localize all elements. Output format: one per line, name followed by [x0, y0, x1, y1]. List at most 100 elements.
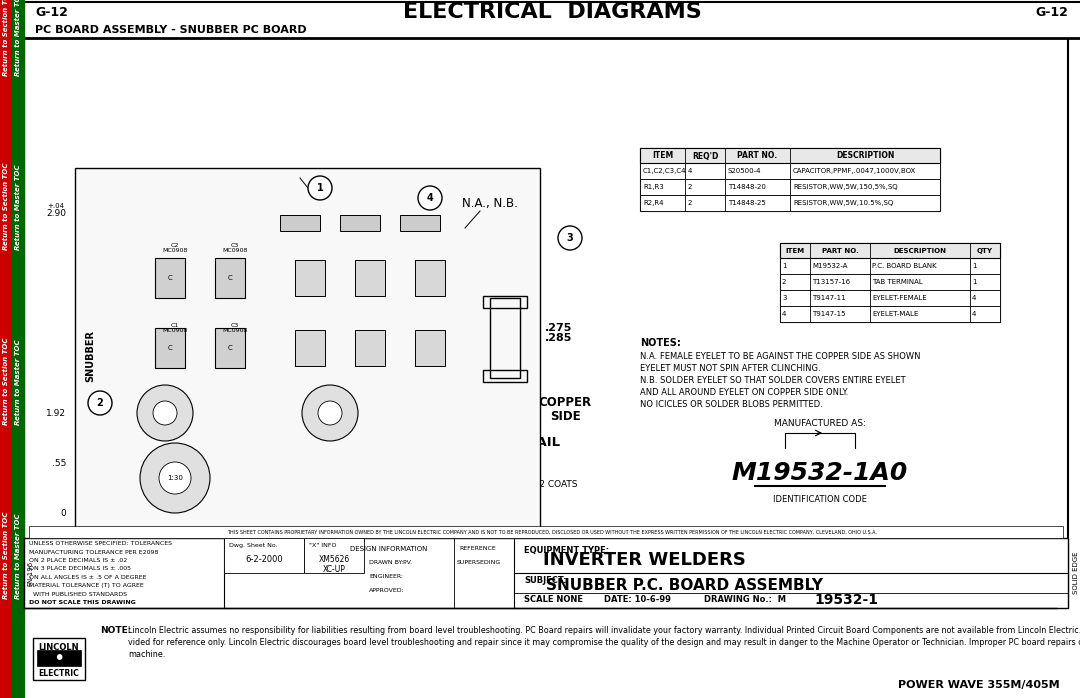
Text: T9147-15: T9147-15: [812, 311, 846, 317]
Text: CRIMP: CRIMP: [422, 396, 468, 410]
Bar: [400, 215, 440, 231]
Text: MATERIAL TOLERANCE (T) TO AGREE: MATERIAL TOLERANCE (T) TO AGREE: [29, 584, 144, 588]
Text: 2: 2: [782, 279, 786, 285]
Text: DESCRIPTION: DESCRIPTION: [893, 248, 946, 254]
Bar: [780, 290, 1000, 306]
Text: 4: 4: [427, 193, 433, 203]
Circle shape: [87, 391, 112, 415]
Text: 2: 2: [688, 200, 692, 206]
Bar: [215, 258, 245, 298]
Text: C: C: [167, 345, 173, 351]
Text: 1: 1: [316, 183, 323, 193]
Text: LINCOLN: LINCOLN: [39, 642, 79, 651]
Text: QTY: QTY: [977, 248, 993, 254]
Text: T9147-11: T9147-11: [812, 295, 846, 301]
Bar: [640, 163, 940, 179]
Text: ENCAPSULATE WITH E1844, 2 COATS: ENCAPSULATE WITH E1844, 2 COATS: [413, 480, 578, 489]
Text: APPROVED:: APPROVED:: [369, 588, 405, 593]
Text: RESISTOR,WW,5W,10.5%,SQ: RESISTOR,WW,5W,10.5%,SQ: [793, 200, 893, 206]
Circle shape: [153, 401, 177, 425]
Bar: [0, 608, 1080, 698]
Text: REQ'D: REQ'D: [692, 151, 718, 161]
Text: .275: .275: [545, 323, 572, 333]
Text: DO NOT SCALE THIS DRAWING: DO NOT SCALE THIS DRAWING: [29, 600, 136, 605]
Text: XC-UP: XC-UP: [323, 565, 346, 574]
Circle shape: [159, 462, 191, 494]
Text: 19532-1: 19532-1: [814, 593, 878, 607]
Text: G-12: G-12: [1035, 6, 1068, 19]
Text: M19532-A: M19532-A: [812, 263, 848, 269]
Bar: [280, 215, 320, 231]
Text: 0: 0: [60, 509, 66, 517]
Text: HEIGHT: HEIGHT: [419, 410, 471, 422]
Text: WITH PUBLISHED STANDARDS: WITH PUBLISHED STANDARDS: [29, 592, 127, 597]
Bar: [156, 328, 185, 368]
Text: EYELET-MALE: EYELET-MALE: [872, 311, 918, 317]
Text: N.A., N.B.: N.A., N.B.: [462, 197, 518, 209]
Text: P.V.: P.V.: [402, 560, 413, 565]
Text: Dwg. Sheet No.: Dwg. Sheet No.: [229, 543, 278, 548]
Text: DESIGN INFORMATION: DESIGN INFORMATION: [350, 546, 428, 552]
Bar: [224, 538, 303, 573]
Text: 4: 4: [688, 168, 692, 174]
Text: DRAWN BY:: DRAWN BY:: [369, 560, 404, 565]
Text: 1.92: 1.92: [46, 408, 66, 417]
Bar: [75, 168, 540, 543]
Text: 1:30: 1:30: [167, 475, 183, 481]
Text: COPPER: COPPER: [539, 396, 592, 410]
Bar: [295, 330, 325, 366]
Text: vided for reference only. Lincoln Electric discourages board level troubleshooti: vided for reference only. Lincoln Electr…: [129, 638, 1080, 647]
Text: MANUFACTURING TOLERANCE PER E2098: MANUFACTURING TOLERANCE PER E2098: [29, 549, 159, 554]
Text: TEST PER E3817-SN: TEST PER E3817-SN: [450, 493, 540, 501]
Bar: [215, 328, 245, 368]
Circle shape: [318, 401, 342, 425]
Text: R .045: R .045: [418, 295, 451, 305]
Text: 1: 1: [972, 279, 976, 285]
Text: Return to Master TOC: Return to Master TOC: [15, 165, 21, 250]
Bar: [340, 215, 380, 231]
Text: DESCRIPTION: DESCRIPTION: [836, 151, 894, 161]
Bar: [24, 0, 1080, 38]
Text: C1,C2,C3,C4: C1,C2,C3,C4: [643, 168, 687, 174]
Text: NOTES:: NOTES:: [640, 338, 680, 348]
Bar: [490, 298, 519, 378]
Text: P.C. BOARD BLANK: P.C. BOARD BLANK: [872, 263, 936, 269]
Bar: [303, 538, 364, 573]
Text: SIDE: SIDE: [550, 410, 580, 422]
Text: •: •: [53, 648, 65, 667]
Text: Return to Master TOC: Return to Master TOC: [15, 514, 21, 599]
Text: Return to Section TOC: Return to Section TOC: [3, 512, 9, 599]
Text: 2.90: 2.90: [370, 558, 390, 567]
Text: DATE: 10-6-99: DATE: 10-6-99: [604, 595, 671, 604]
Text: RESISTOR,WW,5W,150,5%,SQ: RESISTOR,WW,5W,150,5%,SQ: [793, 184, 897, 190]
Text: 1: 1: [972, 263, 976, 269]
Text: SUBJECT:: SUBJECT:: [524, 576, 567, 585]
Bar: [483, 296, 527, 308]
Text: "X" INFO: "X" INFO: [309, 543, 337, 548]
Bar: [780, 258, 1000, 274]
Text: UNLESS OTHERWISE SPECIFIED: TOLERANCES: UNLESS OTHERWISE SPECIFIED: TOLERANCES: [29, 541, 172, 546]
Text: T14848-20: T14848-20: [728, 184, 766, 190]
Bar: [780, 274, 1000, 290]
Circle shape: [140, 443, 210, 513]
Bar: [24, 538, 1068, 608]
Text: .285: .285: [545, 333, 572, 343]
Circle shape: [418, 186, 442, 210]
Text: T14848-25: T14848-25: [728, 200, 766, 206]
Bar: [295, 260, 325, 296]
Text: EYELET DETAIL: EYELET DETAIL: [449, 436, 561, 450]
Bar: [355, 260, 384, 296]
Text: PART NO.: PART NO.: [822, 248, 859, 254]
Text: C: C: [228, 345, 232, 351]
Text: MANUFACTURED AS:: MANUFACTURED AS:: [774, 419, 866, 428]
Text: +.04: +.04: [462, 562, 480, 568]
Text: .55: .55: [52, 459, 66, 468]
Text: 6-2-2000: 6-2-2000: [245, 556, 283, 565]
Text: C: C: [167, 275, 173, 281]
Text: 3: 3: [782, 295, 786, 301]
Text: C: C: [228, 275, 232, 281]
Text: SCALE NONE: SCALE NONE: [524, 595, 583, 604]
Text: N.B. SOLDER EYELET SO THAT SOLDER COVERS ENTIRE EYELET: N.B. SOLDER EYELET SO THAT SOLDER COVERS…: [640, 376, 906, 385]
Text: SUPERSEDING: SUPERSEDING: [457, 560, 501, 565]
Text: ON ALL ANGLES IS ± .5 OF A DEGREE: ON ALL ANGLES IS ± .5 OF A DEGREE: [29, 575, 147, 580]
